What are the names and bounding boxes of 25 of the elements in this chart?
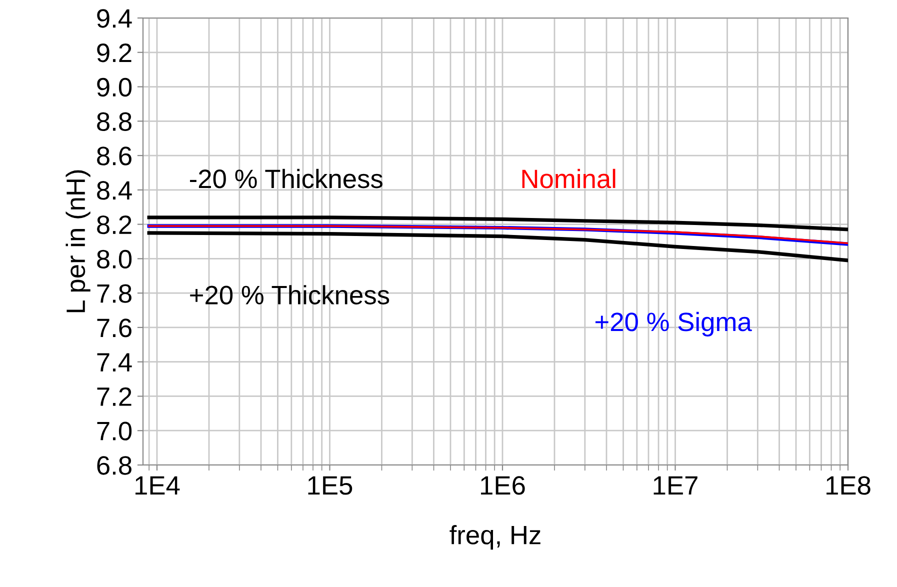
series-label: -20 % Thickness (190, 168, 382, 188)
y-tick-label: 7.6 (97, 318, 132, 338)
series-label: +20 % Thickness (190, 285, 390, 304)
x-tick-label: 1E4 (136, 476, 180, 495)
y-tick-label: 7.4 (97, 353, 132, 372)
y-tick-label: 7.8 (97, 284, 132, 303)
x-axis-title: freq, Hz (450, 525, 540, 550)
y-tick-label: 8.2 (97, 215, 132, 234)
text: +20 % Sigma (595, 312, 752, 336)
x-tick-label: 1E7 (654, 476, 698, 495)
y-tick-label: 7.2 (97, 387, 132, 406)
y-tick-label: 8.6 (97, 146, 132, 166)
series-label: Nominal (522, 168, 616, 188)
y-tick-label: 6.8 (97, 456, 132, 475)
y-tick-label: 8.0 (97, 250, 132, 269)
y-tick-label: 9.2 (97, 44, 132, 62)
x-tick-label: 1E8 (826, 476, 870, 495)
y-tick-label: 9.0 (97, 78, 132, 97)
y-tick-label: 8.8 (97, 112, 132, 131)
x-tick-label: 1E6 (481, 476, 525, 495)
y-axis-title: L per in (nH) (66, 170, 90, 312)
y-tick-label: 8.4 (97, 181, 132, 200)
y-tick-label: 7.0 (97, 422, 132, 440)
y-tick-label: 9.4 (97, 9, 132, 28)
x-tick-label: 1E5 (308, 476, 352, 495)
